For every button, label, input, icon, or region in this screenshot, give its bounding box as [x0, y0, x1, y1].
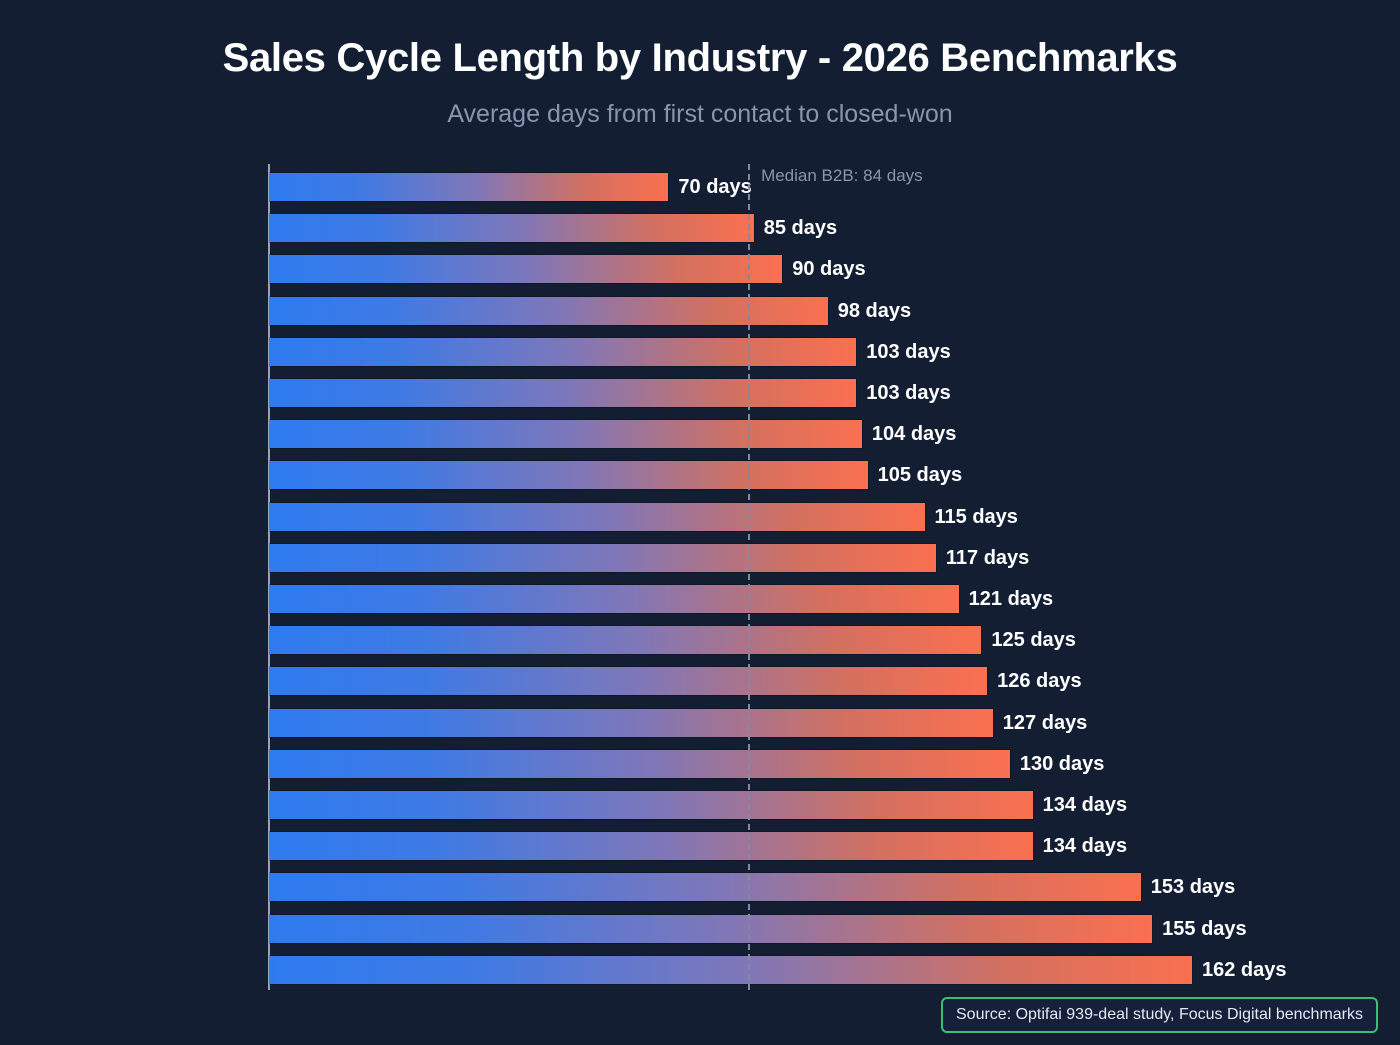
- bar-fill: [270, 955, 1192, 984]
- bar-fill: [270, 708, 993, 737]
- bar-value-label: 126 days: [997, 670, 1082, 693]
- bar: [270, 379, 857, 407]
- bar-value-label: 103 days: [866, 382, 951, 404]
- median-reference-line: [748, 164, 751, 990]
- bar: [270, 585, 959, 613]
- bar-value-label: 155 days: [1162, 917, 1247, 940]
- bar-fill: [270, 543, 936, 572]
- bar: [270, 173, 669, 201]
- bar-fill: [270, 873, 1141, 902]
- bar-value-label: 115 days: [934, 505, 1018, 528]
- bar-value-label: 125 days: [991, 629, 1076, 652]
- bar: [270, 296, 828, 325]
- bar: [270, 832, 1033, 861]
- bar: [270, 420, 862, 449]
- bar-value-label: 117 days: [945, 546, 1030, 569]
- bar-value-label: 70 days: [678, 176, 752, 198]
- bar: [270, 873, 1141, 902]
- bar-value-label: 134 days: [1042, 794, 1128, 816]
- bar-value-label: 134 days: [1042, 835, 1128, 858]
- bar: [270, 955, 1192, 984]
- bar-fill: [270, 379, 857, 407]
- bar: [270, 461, 868, 490]
- bar-value-label: 103 days: [866, 340, 951, 363]
- bar: [270, 626, 982, 655]
- bar-value-label: 130 days: [1019, 752, 1105, 775]
- bar: [270, 749, 1010, 778]
- bar-value-label: 85 days: [763, 217, 838, 240]
- bar-fill: [270, 749, 1010, 778]
- bar-fill: [270, 832, 1033, 861]
- bar-value-label: 90 days: [792, 258, 866, 281]
- bar: [270, 914, 1153, 943]
- bar-fill: [270, 626, 982, 655]
- bar-value-label: 104 days: [871, 423, 957, 446]
- bar: [270, 667, 988, 696]
- bar-fill: [270, 791, 1033, 819]
- bar: [270, 791, 1033, 819]
- bar: [270, 502, 925, 531]
- bar-fill: [270, 461, 868, 490]
- bar-value-label: 153 days: [1150, 876, 1236, 899]
- bar: [270, 337, 857, 366]
- y-axis-line: [268, 164, 270, 990]
- bar: [270, 708, 993, 737]
- bar-fill: [270, 255, 783, 284]
- page-title: Sales Cycle Length by Industry - 2026 Be…: [222, 36, 1178, 80]
- bar: [270, 255, 783, 284]
- bar-value-label: 121 days: [968, 588, 1054, 610]
- bar-fill: [270, 420, 862, 449]
- median-reference-label: Median B2B: 84 days: [761, 166, 923, 185]
- bar-fill: [270, 502, 925, 531]
- chart-subtitle: Average days from first contact to close…: [447, 100, 953, 128]
- bar-value-label: 98 days: [837, 299, 912, 322]
- bar-fill: [270, 173, 669, 201]
- bar-fill: [270, 914, 1153, 943]
- bar-fill: [270, 667, 988, 696]
- source-note: Source: Optifai 939-deal study, Focus Di…: [941, 997, 1379, 1033]
- bar-value-label: 127 days: [1002, 711, 1088, 734]
- bar: [270, 214, 754, 243]
- bar: [270, 543, 936, 572]
- bar-fill: [270, 214, 754, 243]
- bar-value-label: 105 days: [877, 464, 963, 487]
- bar-value-label: 162 days: [1202, 958, 1287, 981]
- bar-fill: [270, 585, 959, 613]
- bar-fill: [270, 296, 828, 325]
- bar-fill: [270, 337, 857, 366]
